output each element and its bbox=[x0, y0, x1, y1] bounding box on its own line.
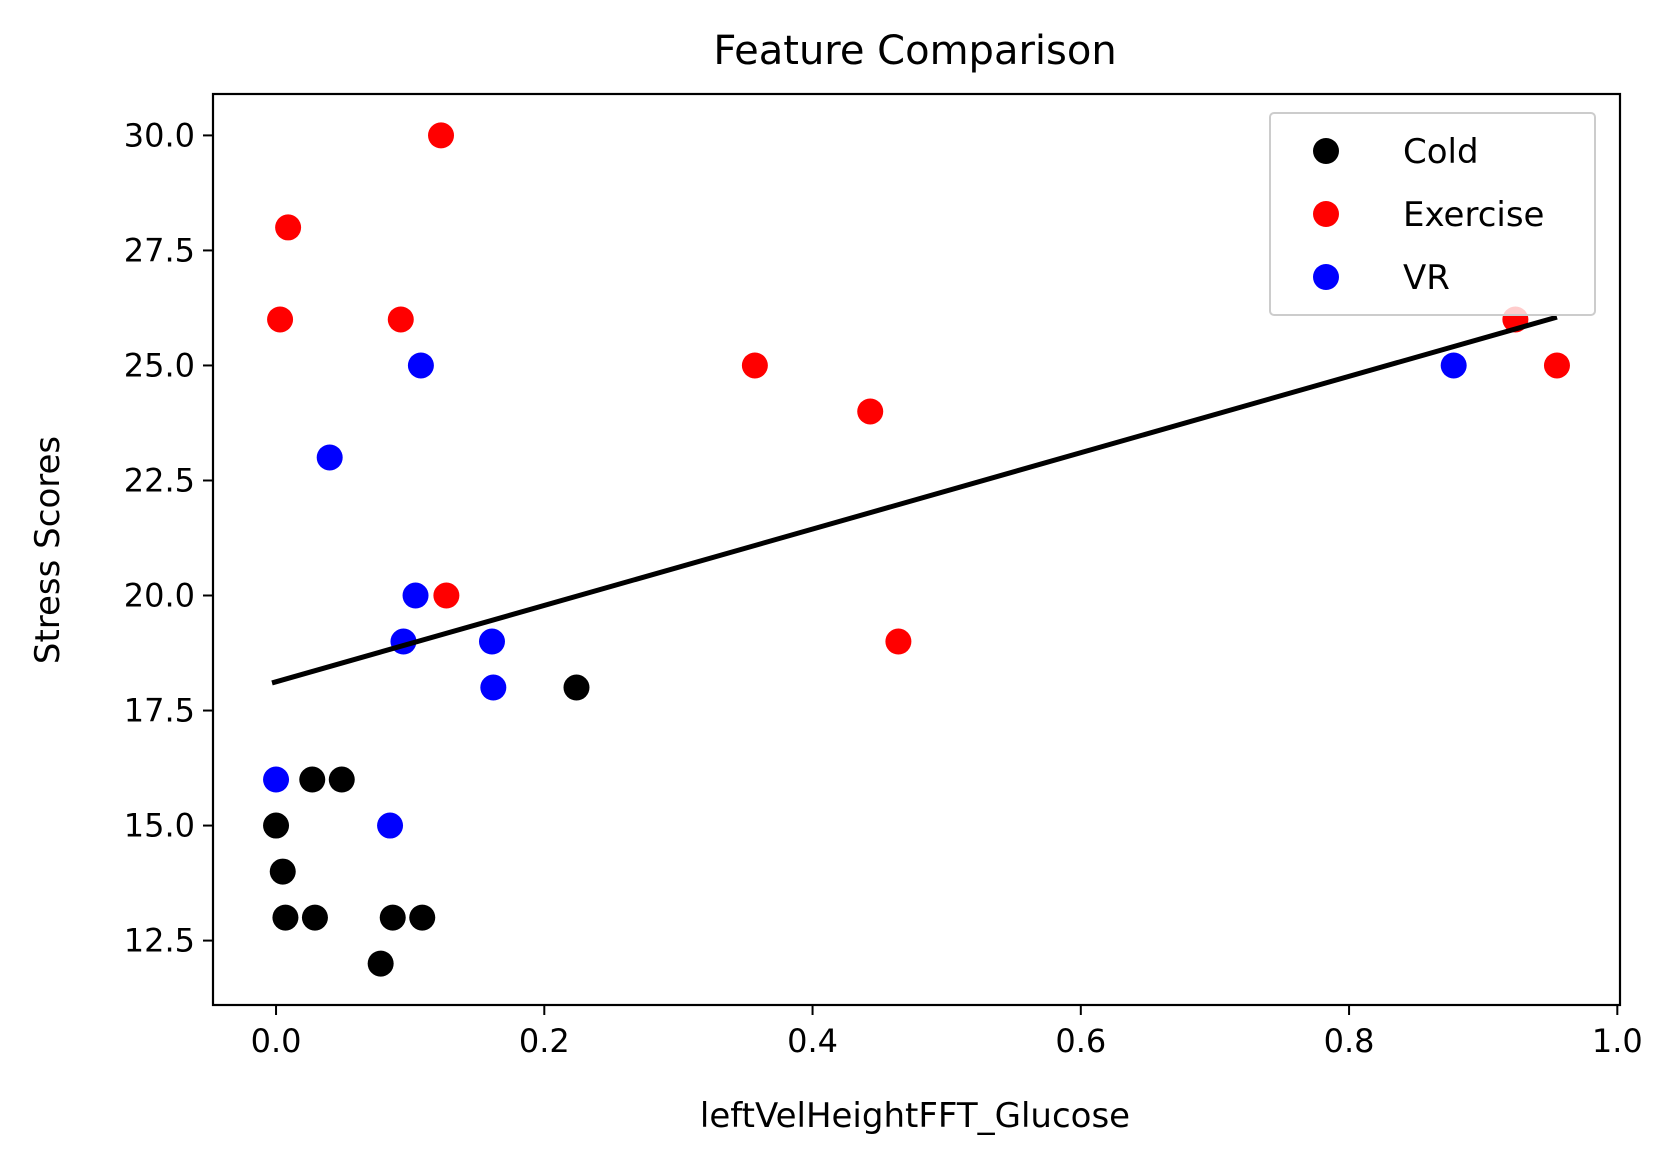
y-tick-label: 25.0 bbox=[124, 346, 195, 384]
y-tick-label: 22.5 bbox=[124, 461, 195, 499]
data-point-vr-6 bbox=[478, 628, 505, 655]
data-point-exercise-6 bbox=[857, 398, 884, 425]
legend-marker-cold bbox=[1313, 138, 1339, 164]
plot-area bbox=[263, 122, 1570, 977]
x-tick-label: 0.8 bbox=[1324, 1022, 1375, 1060]
data-point-exercise-5 bbox=[741, 352, 768, 379]
data-point-cold-3 bbox=[299, 766, 326, 793]
y-tick-label: 17.5 bbox=[124, 692, 195, 730]
data-point-vr-1 bbox=[316, 444, 343, 471]
y-axis: 12.5 15.0 17.5 20.0 22.5 25.0 27.5 30.0 bbox=[124, 116, 213, 960]
data-point-cold-5 bbox=[328, 766, 355, 793]
trend-line bbox=[271, 314, 1558, 686]
data-point-cold-2 bbox=[272, 904, 299, 931]
data-point-vr-4 bbox=[402, 582, 429, 609]
data-point-cold-0 bbox=[263, 812, 290, 839]
data-point-exercise-0 bbox=[267, 306, 294, 333]
legend-marker-vr bbox=[1313, 264, 1339, 290]
data-point-cold-4 bbox=[301, 904, 328, 931]
y-tick-label: 12.5 bbox=[124, 922, 195, 960]
data-point-exercise-3 bbox=[428, 122, 455, 149]
legend-label-cold: Cold bbox=[1403, 132, 1479, 172]
x-tick-label: 0.6 bbox=[1055, 1022, 1106, 1060]
data-point-cold-6 bbox=[367, 950, 394, 977]
data-point-vr-7 bbox=[480, 674, 507, 701]
y-tick-label: 27.5 bbox=[124, 231, 195, 269]
x-tick-label: 0.2 bbox=[519, 1022, 570, 1060]
data-point-vr-5 bbox=[407, 352, 434, 379]
data-point-exercise-1 bbox=[275, 214, 302, 241]
legend-marker-exercise bbox=[1313, 201, 1339, 227]
data-point-cold-9 bbox=[563, 674, 590, 701]
x-axis-label: leftVelHeightFFT_Glucose bbox=[700, 1096, 1130, 1136]
x-tick-label: 1.0 bbox=[1592, 1022, 1643, 1060]
data-point-exercise-4 bbox=[433, 582, 460, 609]
data-point-vr-8 bbox=[1440, 352, 1467, 379]
chart-title: Feature Comparison bbox=[713, 28, 1116, 74]
x-tick-label: 0.4 bbox=[787, 1022, 838, 1060]
y-tick-label: 30.0 bbox=[124, 116, 195, 154]
x-tick-label: 0.0 bbox=[251, 1022, 302, 1060]
data-point-cold-8 bbox=[409, 904, 436, 931]
y-tick-label: 15.0 bbox=[124, 807, 195, 845]
legend-box bbox=[1269, 112, 1596, 316]
data-point-vr-0 bbox=[263, 766, 290, 793]
data-point-exercise-9 bbox=[1543, 352, 1570, 379]
y-axis-label: Stress Scores bbox=[28, 436, 68, 664]
legend-label-vr: VR bbox=[1403, 258, 1450, 298]
data-point-cold-7 bbox=[379, 904, 406, 931]
x-axis: 0.0 0.2 0.4 0.6 0.8 1.0 bbox=[251, 1005, 1643, 1060]
legend: Cold Exercise VR bbox=[1269, 112, 1596, 316]
y-tick-label: 20.0 bbox=[124, 577, 195, 615]
plot-frame bbox=[211, 92, 1622, 1007]
data-point-exercise-2 bbox=[387, 306, 414, 333]
data-point-vr-2 bbox=[377, 812, 404, 839]
legend-label-exercise: Exercise bbox=[1403, 195, 1544, 235]
data-point-cold-1 bbox=[269, 858, 296, 885]
data-point-exercise-7 bbox=[885, 628, 912, 655]
